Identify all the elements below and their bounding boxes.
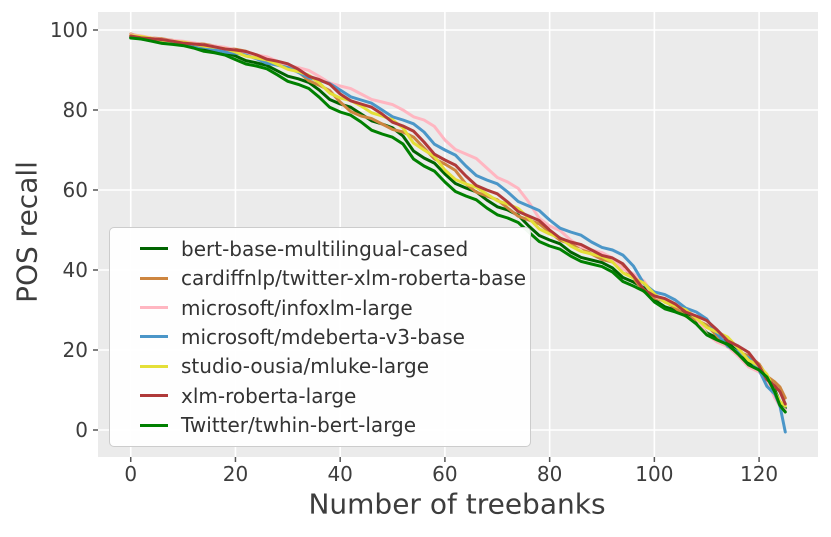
legend-line-swatch (140, 247, 168, 251)
legend-label: Twitter/twhin-bert-large (181, 413, 417, 438)
legend-line-swatch (140, 364, 168, 368)
y-tick-label-0: 0 (75, 418, 88, 442)
y-tick-label-2: 40 (63, 258, 88, 282)
x-tick-label-0: 0 (124, 462, 137, 486)
legend-line-swatch (140, 306, 168, 310)
legend-item-bert-base-multilingual-cased: bert-base-multilingual-cased (110, 237, 530, 261)
legend-item-xlm-roberta-large: xlm-roberta-large (110, 384, 530, 408)
legend-label: studio-ousia/mluke-large (181, 354, 430, 379)
legend-item-twitter-twhin-bert-large: Twitter/twhin-bert-large (110, 413, 530, 437)
y-tick-label-5: 100 (50, 18, 88, 42)
y-tick-label-1: 20 (63, 338, 88, 362)
legend-label: xlm-roberta-large (181, 383, 357, 408)
legend-line-swatch (140, 423, 168, 427)
legend-line-swatch (140, 335, 168, 339)
legend-label: bert-base-multilingual-cased (181, 236, 469, 261)
legend: bert-base-multilingual-cased cardiffnlp/t… (109, 227, 531, 447)
x-tick-label-3: 60 (432, 462, 457, 486)
legend-line-swatch (140, 394, 168, 398)
legend-item-microsoft-infoxlm-large: microsoft/infoxlm-large (110, 296, 530, 320)
legend-label: microsoft/mdeberta-v3-base (181, 324, 465, 349)
legend-label: cardiffnlp/twitter-xlm-roberta-base (181, 266, 527, 291)
series-line-xlm-roberta-large (129, 34, 787, 406)
legend-label: microsoft/infoxlm-large (181, 295, 413, 320)
legend-item-studio-ousia-mluke-large: studio-ousia/mluke-large (110, 354, 530, 378)
x-tick-label-1: 20 (223, 462, 248, 486)
x-tick-label-5: 100 (635, 462, 673, 486)
y-axis-title: POS recall (10, 161, 44, 303)
series-line-twitter-twhin-bert-large (129, 36, 787, 414)
legend-line-swatch (140, 276, 168, 280)
x-tick-label-6: 120 (740, 462, 778, 486)
x-tick-label-4: 80 (537, 462, 562, 486)
legend-item-cardiffnlp-twitter-xlm-roberta-base: cardiffnlp/twitter-xlm-roberta-base (110, 266, 530, 290)
y-tick-label-3: 60 (63, 178, 88, 202)
legend-item-microsoft-mdeberta-v3-base: microsoft/mdeberta-v3-base (110, 325, 530, 349)
x-axis-title: Number of treebanks (308, 487, 606, 521)
x-tick-label-2: 40 (327, 462, 352, 486)
y-tick-label-4: 80 (63, 98, 88, 122)
